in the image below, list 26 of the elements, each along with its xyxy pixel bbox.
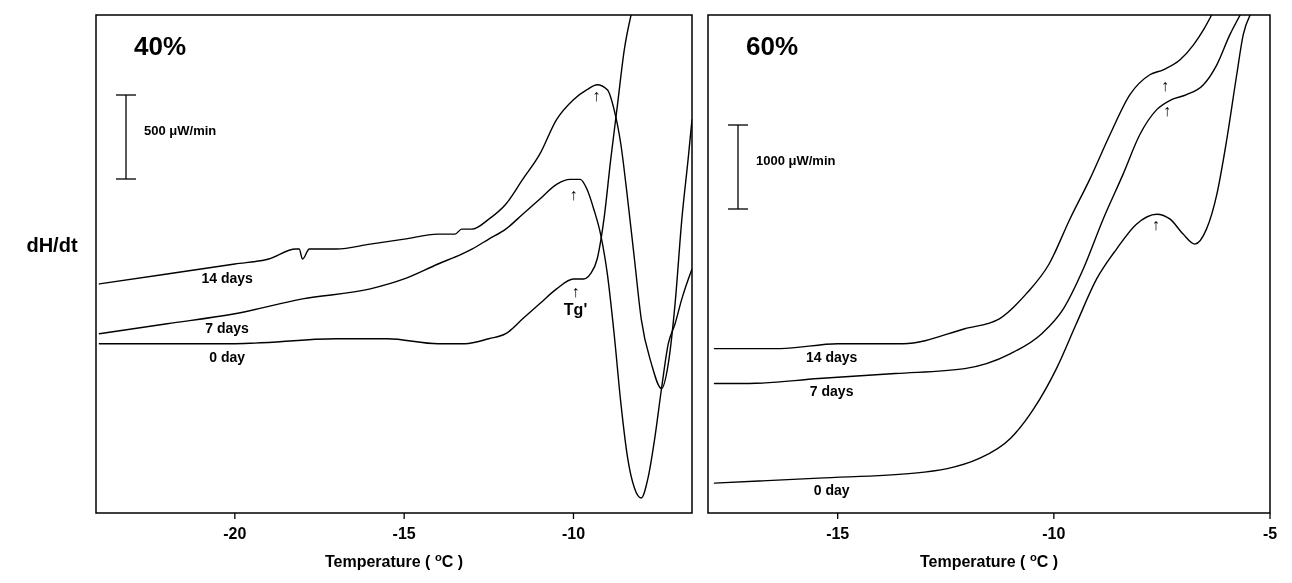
x-axis-title: Temperature ( $^{o}$C ) [324,551,464,570]
annotation: ↑ [1160,76,1169,94]
series-label: 7 days [205,319,250,336]
x-tick-label: -5 [1262,525,1278,542]
annotation: ↑ [1163,101,1172,119]
annotation: 500 μW/min [144,123,217,138]
x-tick-label: -20 [223,525,247,542]
annotation: Tg' [563,301,588,319]
y-axis-title: dH/dt [26,234,78,256]
series-label: 14 days [805,349,858,366]
annotation: 1000 μW/min [756,153,836,168]
x-tick-label: -10 [561,525,586,542]
annotation: ↑ [569,186,578,204]
text: 40% [134,31,187,61]
x-tick-label: -10 [1042,525,1066,542]
annotation: ↑ [571,283,580,301]
x-tick-label: -15 [826,525,850,542]
text: 60% [746,31,799,61]
series-label: 14 days [201,270,254,287]
x-tick-label: -15 [392,525,416,542]
series-label: 7 days [809,382,854,399]
annotation: ↑ [592,86,601,104]
series-label: 0 day [813,482,850,499]
series-label: 0 day [209,348,246,365]
x-axis-title: Temperature ( $^{o}$C ) [919,551,1059,570]
annotation: ↑ [1151,216,1160,234]
